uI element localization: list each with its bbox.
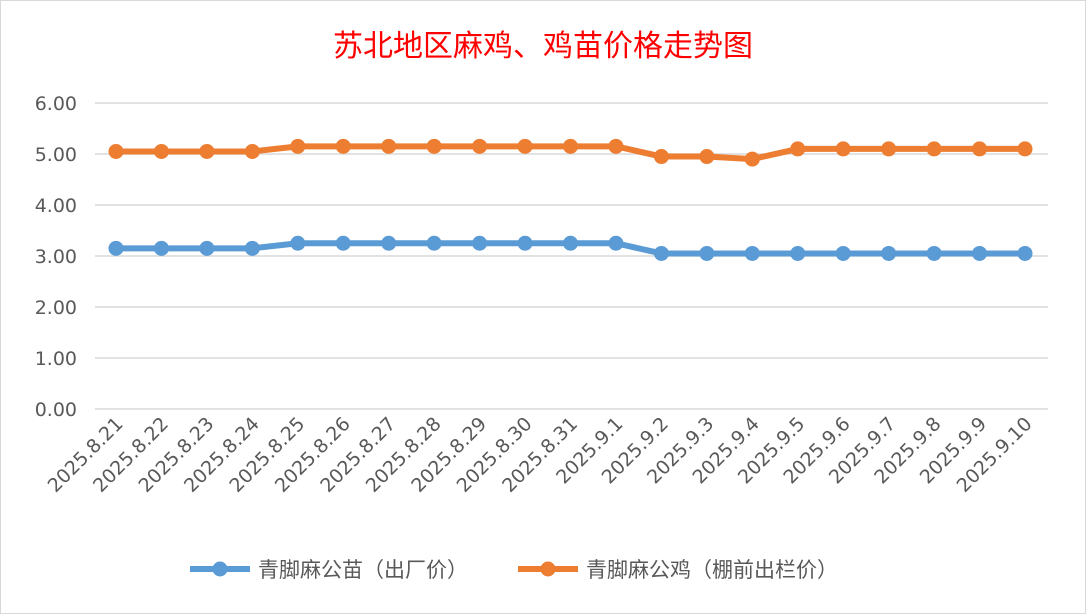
y-tick-label: 3.00 bbox=[35, 246, 77, 268]
data-point bbox=[744, 151, 760, 167]
data-point bbox=[199, 240, 215, 256]
data-point bbox=[108, 143, 124, 159]
data-point bbox=[608, 138, 624, 154]
data-point bbox=[153, 143, 169, 159]
data-point bbox=[563, 235, 578, 251]
data-point bbox=[926, 245, 942, 261]
data-point bbox=[199, 143, 215, 159]
data-point bbox=[517, 235, 533, 251]
data-point bbox=[290, 235, 306, 251]
data-point bbox=[1017, 245, 1033, 261]
data-point bbox=[699, 149, 715, 165]
data-point bbox=[926, 141, 942, 157]
data-point bbox=[790, 245, 806, 261]
y-tick-label: 6.00 bbox=[35, 93, 77, 115]
data-point bbox=[472, 138, 488, 154]
data-point bbox=[153, 240, 169, 256]
data-point bbox=[972, 141, 988, 157]
data-point bbox=[790, 141, 806, 157]
data-point bbox=[381, 138, 397, 154]
legend-marker bbox=[212, 561, 228, 577]
data-point bbox=[653, 149, 669, 165]
data-point bbox=[426, 138, 442, 154]
data-point bbox=[335, 235, 351, 251]
data-point bbox=[608, 235, 624, 251]
data-point bbox=[699, 245, 715, 261]
data-point bbox=[881, 141, 897, 157]
legend-label: 青脚麻公苗（出厂价） bbox=[258, 558, 468, 582]
y-tick-label: 4.00 bbox=[35, 195, 77, 217]
y-tick-label: 1.00 bbox=[35, 348, 77, 370]
data-point bbox=[381, 235, 397, 251]
data-point bbox=[835, 141, 851, 157]
data-point bbox=[244, 240, 260, 256]
data-point bbox=[835, 245, 851, 261]
data-point bbox=[472, 235, 488, 251]
data-point bbox=[108, 240, 124, 256]
data-point bbox=[1017, 141, 1033, 157]
y-tick-label: 5.00 bbox=[35, 144, 77, 166]
data-point bbox=[335, 138, 351, 154]
legend-label: 青脚麻公鸡（棚前出栏价） bbox=[586, 558, 838, 582]
data-point bbox=[972, 245, 988, 261]
y-tick-label: 2.00 bbox=[35, 297, 77, 319]
data-point bbox=[426, 235, 442, 251]
data-point bbox=[290, 138, 306, 154]
data-point bbox=[517, 138, 533, 154]
data-point bbox=[881, 245, 897, 261]
data-point bbox=[653, 245, 669, 261]
data-point bbox=[563, 138, 578, 154]
y-tick-label: 0.00 bbox=[35, 399, 77, 421]
legend-marker bbox=[540, 561, 556, 577]
data-point bbox=[744, 245, 760, 261]
data-point bbox=[244, 143, 260, 159]
chart-title: 苏北地区麻鸡、鸡苗价格走势图 bbox=[333, 29, 753, 64]
